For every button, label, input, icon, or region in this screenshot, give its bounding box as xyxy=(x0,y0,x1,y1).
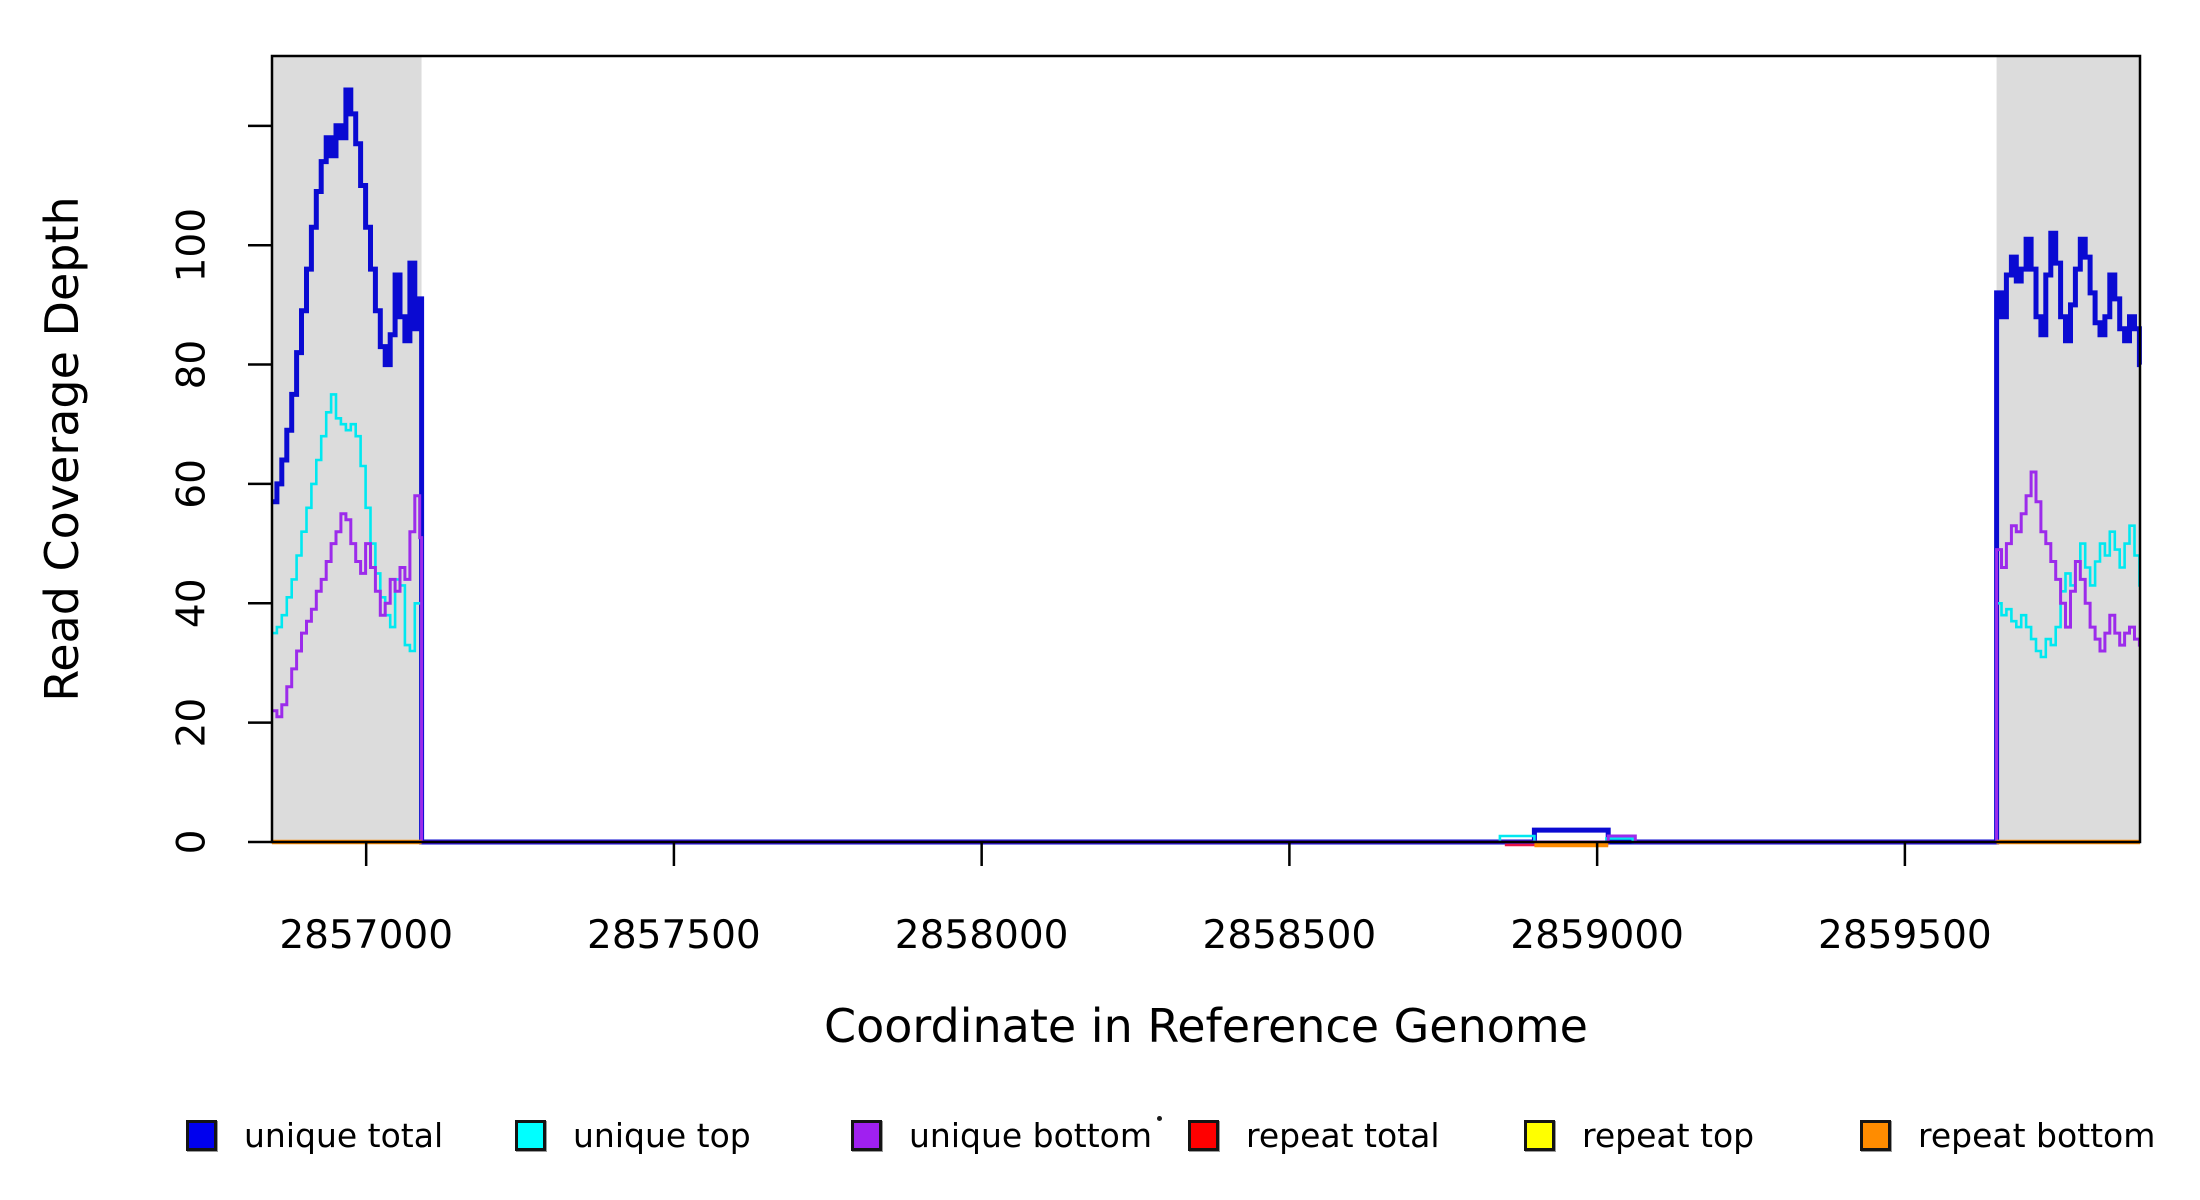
x-tick-label: 2859500 xyxy=(1818,913,1992,958)
y-tick-label: 20 xyxy=(170,698,215,748)
repeat-bottom-swatch-icon xyxy=(1860,1119,1891,1151)
legend-item-repeat-bottom: repeat bottom xyxy=(1860,1108,2155,1162)
legend-label: unique top xyxy=(573,1115,751,1155)
axis-ticks: 2857000 2857500 2858000 2858500 2859000 28595… xyxy=(170,124,1992,958)
repeat-region-band xyxy=(272,56,422,842)
y-tick-label: 60 xyxy=(170,459,215,509)
legend: unique total unique top unique bottom re… xyxy=(0,1108,2200,1168)
legend-label: unique total xyxy=(244,1115,444,1155)
coverage-series-lines xyxy=(272,87,2142,848)
unique-bottom-swatch-icon xyxy=(851,1119,882,1151)
y-axis-title: Read Coverage Depth xyxy=(35,196,89,701)
unique-total-swatch-icon xyxy=(186,1119,217,1151)
y-tick-label: 80 xyxy=(170,340,215,390)
legend-label: unique bottom xyxy=(909,1115,1153,1155)
series-line-unique-total xyxy=(272,87,2142,845)
y-tick-label: 40 xyxy=(170,578,215,628)
legend-item-repeat-total: repeat total xyxy=(1188,1108,1440,1162)
x-axis-title: Coordinate in Reference Genome xyxy=(824,999,1588,1053)
unique-top-swatch-icon xyxy=(515,1119,546,1151)
x-tick-label: 2858500 xyxy=(1203,913,1377,958)
legend-label: repeat bottom xyxy=(1918,1115,2156,1155)
repeat-region-band xyxy=(1996,56,2140,842)
x-tick-label: 2857500 xyxy=(587,913,761,958)
repeat-region-highlight-bands xyxy=(272,56,2140,842)
legend-item-unique-total: unique total xyxy=(186,1108,443,1162)
legend-item-repeat-top: repeat top xyxy=(1524,1108,1754,1162)
x-tick-label: 2859000 xyxy=(1510,913,1684,958)
x-tick-label: 2858000 xyxy=(895,913,1069,958)
stray-point-dot xyxy=(1157,1116,1162,1121)
x-tick-label: 2857000 xyxy=(279,913,453,958)
series-line-unique-bottom xyxy=(272,470,2141,844)
legend-label: repeat total xyxy=(1246,1115,1440,1155)
legend-item-unique-bottom: unique bottom xyxy=(851,1108,1152,1162)
y-tick-label: 0 xyxy=(170,830,215,855)
y-tick-label: 100 xyxy=(170,208,215,282)
legend-label: repeat top xyxy=(1582,1115,1755,1155)
series-line-unique-top xyxy=(272,393,2141,844)
repeat-total-swatch-icon xyxy=(1188,1119,1219,1151)
plot-frame xyxy=(270,54,2142,844)
plot-border-box xyxy=(270,54,2142,844)
repeat-top-swatch-icon xyxy=(1524,1119,1555,1151)
legend-item-unique-top: unique top xyxy=(515,1108,751,1162)
